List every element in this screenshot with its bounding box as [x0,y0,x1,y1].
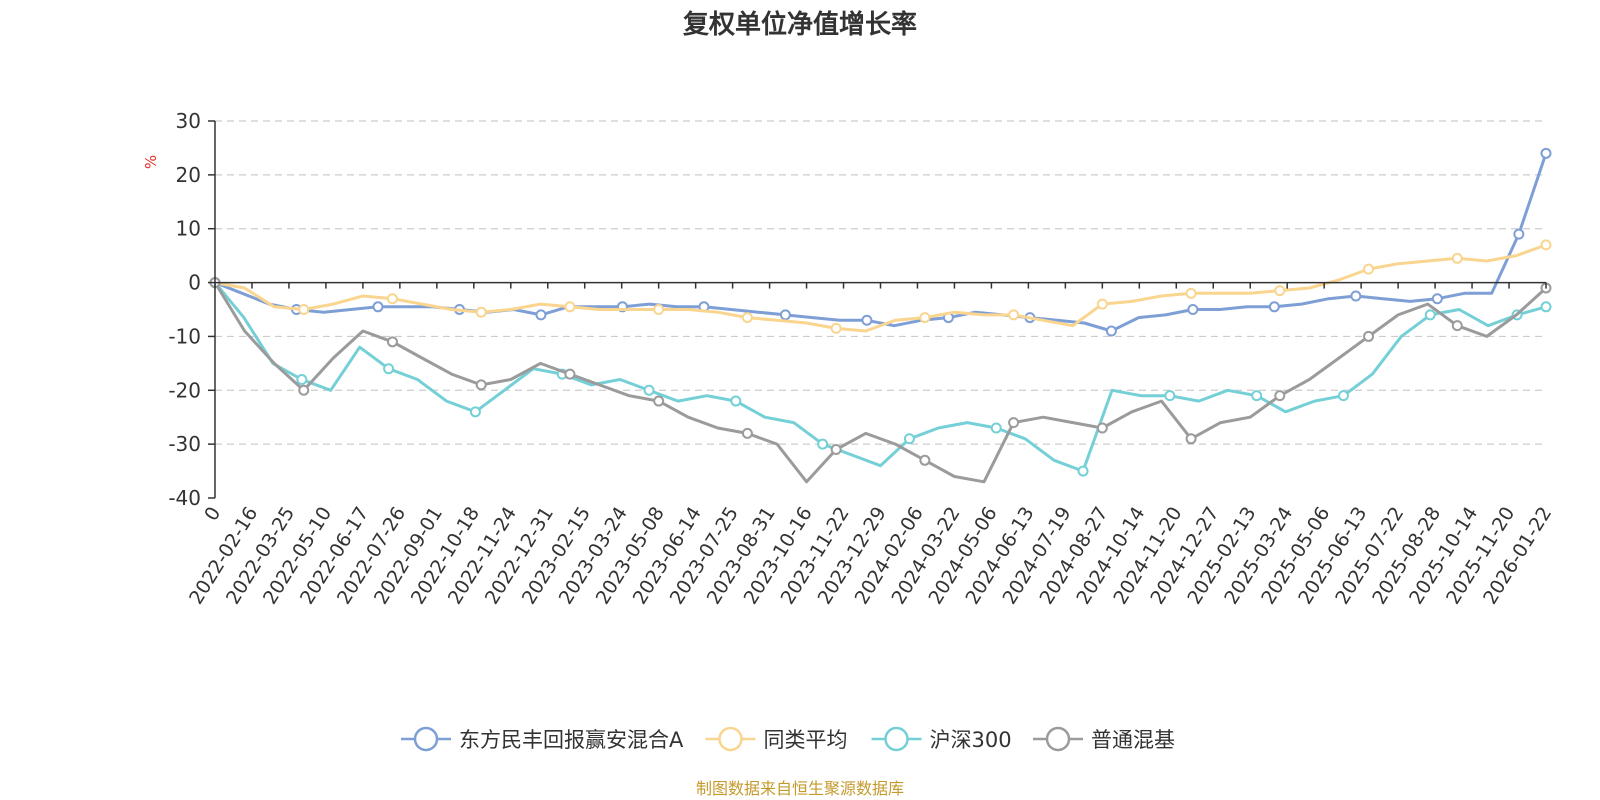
series-point [730,395,742,407]
legend[interactable]: 东方民丰回报赢安混合A 同类平均 沪深300 普通混基 [401,726,1175,752]
x-tick-label: 0 [200,503,225,525]
series-point [564,301,576,313]
series-point [1363,330,1375,342]
series-point [1274,390,1286,402]
series-point [386,293,398,305]
series-point [830,322,842,334]
series-point [830,444,842,456]
y-axis-unit: % [142,155,160,169]
series-point [1251,390,1263,402]
series-line-2 [213,281,1548,473]
series-point [564,368,576,380]
legend-circle-icon [884,726,909,752]
series-point [1077,465,1089,477]
series-point [1451,252,1463,264]
series-point [643,384,655,396]
series-point [1424,309,1436,321]
y-tick-label: -20 [168,378,201,402]
y-tick-label: -10 [168,324,201,348]
series-point [919,454,931,466]
series-point [535,309,547,321]
series-point [919,312,931,324]
series-point [475,306,487,318]
series-point [298,304,310,315]
series-point [779,309,791,321]
series-point [1431,293,1443,305]
series-point [861,314,873,326]
series-point [1540,239,1552,251]
y-tick-label: -40 [168,486,201,510]
y-tick-label: -30 [168,432,201,456]
y-tick-label: 0 [188,271,201,295]
legend-circle-icon [413,726,439,752]
series-point [1540,301,1552,313]
series-point [1363,263,1375,275]
legend-circle-icon [718,726,743,752]
series-point [1096,298,1108,310]
legend-circle-icon [1045,726,1071,752]
series-point [383,363,395,375]
series-point [903,433,915,445]
series-point [1164,390,1176,402]
y-tick-label: 10 [176,217,201,241]
series-point [1451,320,1463,332]
series-layer [209,147,1552,484]
series-point [1185,433,1197,445]
legend-item-3[interactable]: 普通混基 [1033,726,1175,752]
series-point [741,427,753,439]
legend-item-1[interactable]: 同类平均 [705,726,848,752]
legend-item-2[interactable]: 沪深300 [871,726,1012,752]
series-point [653,304,665,315]
series-line-3 [213,281,1548,484]
legend-label: 普通混基 [1091,728,1175,752]
series-point [296,374,308,386]
series-point [475,379,487,391]
series-point [1105,325,1117,337]
series-point [372,301,384,313]
series-point [1350,290,1362,302]
legend-label: 沪深300 [930,728,1012,752]
series-point [653,395,665,407]
legend-label: 东方民丰回报赢安混合A [459,728,684,752]
series-point [1268,301,1280,313]
series-point [1185,287,1197,299]
y-tick-label: 20 [176,163,201,187]
series-point [1540,147,1552,159]
series-point [1274,285,1286,297]
source-note: 制图数据来自恒生聚源数据库 [696,779,904,798]
series-point [469,406,481,418]
series-point [298,384,310,396]
series-point [741,312,753,324]
series-point [1187,304,1199,315]
series-point [990,422,1002,434]
series-point [1337,390,1349,402]
series-point [1008,309,1020,321]
legend-label: 同类平均 [764,728,848,752]
series-point [817,438,829,450]
chart-title: 复权单位净值增长率 [683,9,917,40]
series-line-0 [213,151,1548,333]
series-point [1096,422,1108,434]
series-point [1513,228,1525,240]
legend-item-0[interactable]: 东方民丰回报赢安混合A [401,726,684,752]
series-point [386,336,398,348]
series-point [1008,417,1020,429]
y-tick-label: 30 [176,109,201,133]
